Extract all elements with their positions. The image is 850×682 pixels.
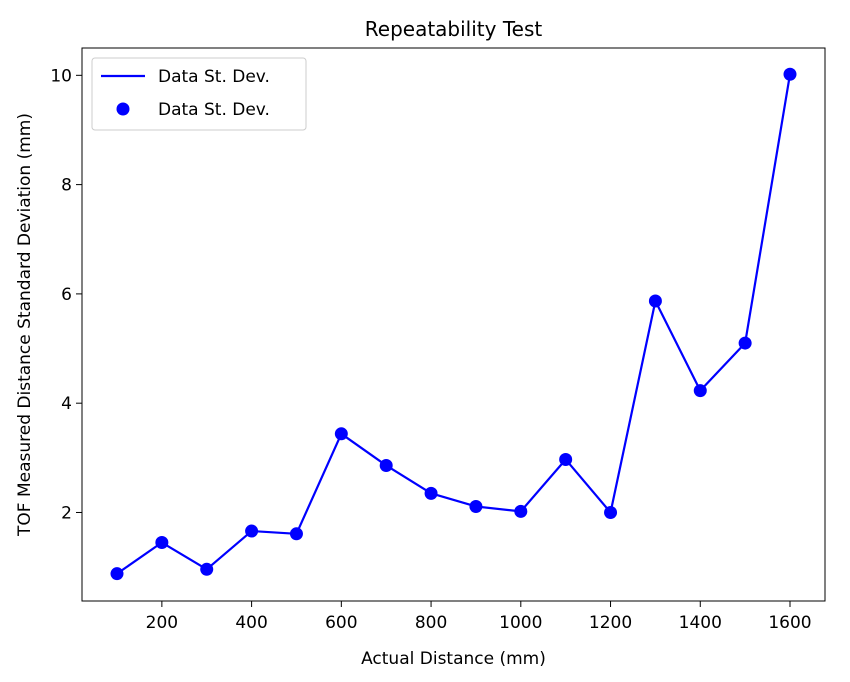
data-point: [155, 536, 169, 550]
x-tick-label: 1200: [589, 613, 632, 633]
plot-area: [82, 48, 825, 601]
data-point: [379, 458, 393, 472]
data-point: [783, 67, 797, 81]
data-point: [469, 499, 483, 513]
y-axis: 2 4 6 8 10: [50, 66, 82, 523]
data-point: [693, 384, 707, 398]
x-tick-label: 800: [415, 613, 447, 633]
series-line: [116, 74, 792, 575]
x-tick-label: 400: [235, 613, 267, 633]
data-point: [514, 504, 528, 518]
x-axis: 200 400 600 800 1000 1200 1400 1600: [146, 601, 812, 633]
chart-title: Repeatability Test: [365, 17, 543, 41]
x-tick-label: 1000: [499, 613, 542, 633]
data-point: [200, 562, 214, 576]
y-tick-label: 8: [61, 176, 72, 196]
data-point: [334, 427, 348, 441]
data-point: [648, 294, 662, 308]
x-axis-label: Actual Distance (mm): [361, 649, 546, 669]
legend-box: [91, 57, 307, 131]
data-point: [424, 486, 438, 500]
legend-label-markers: Data St. Dev.: [158, 100, 270, 120]
y-tick-label: 4: [61, 394, 72, 414]
data-point: [110, 567, 124, 581]
plot-frame: [81, 47, 826, 602]
legend: Data St. Dev. Data St. Dev.: [91, 57, 307, 131]
y-tick-label: 6: [61, 285, 72, 305]
x-tick-label: 600: [325, 613, 357, 633]
x-tick-label: 1400: [679, 613, 722, 633]
x-tick-label: 1600: [768, 613, 811, 633]
y-axis-label: TOF Measured Distance Standard Deviation…: [15, 113, 35, 537]
legend-label-line: Data St. Dev.: [158, 67, 270, 87]
legend-marker-swatch: [116, 102, 130, 116]
data-point: [289, 527, 303, 541]
data-point: [604, 505, 618, 519]
y-tick-label: 10: [50, 66, 72, 86]
y-tick-label: 2: [61, 503, 72, 523]
data-point: [245, 524, 259, 538]
x-tick-label: 200: [146, 613, 178, 633]
data-point: [559, 452, 573, 466]
data-layer: [110, 67, 797, 581]
data-point: [738, 336, 752, 350]
